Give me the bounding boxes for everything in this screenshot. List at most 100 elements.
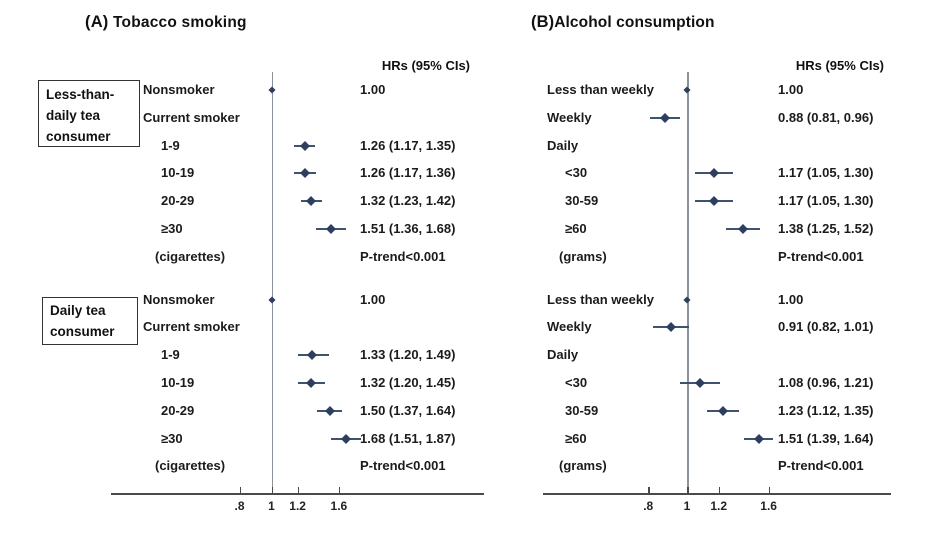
hr-value-text: 1.26 (1.17, 1.36) (360, 165, 456, 181)
group-box-line: daily tea (46, 108, 101, 123)
x-axis-tick (718, 487, 721, 494)
row-label: 10-19 (161, 375, 195, 390)
panel-a-title-text: Tobacco smoking (113, 14, 247, 31)
hr-value-text: 0.88 (0.81, 0.96) (778, 109, 874, 125)
point-estimate-marker (299, 168, 310, 179)
hr-value-text: 1.00 (360, 291, 386, 307)
x-axis-tick (338, 487, 341, 494)
point-estimate-marker (324, 405, 335, 416)
group-box-line: consumer (46, 129, 111, 144)
panel-b-title-text: Alcohol consumption (554, 14, 715, 31)
row-label: (grams) (559, 248, 607, 264)
hr-value-text: 1.33 (1.20, 1.49) (360, 347, 456, 363)
panel-b-hr-column-header: HRs (95% CIs) (795, 58, 884, 73)
row-label: Daily (547, 137, 579, 153)
x-axis-tick (297, 487, 300, 494)
row-label: 20-29 (161, 193, 195, 209)
hr-value-text: 1.26 (1.17, 1.35) (360, 137, 456, 153)
point-estimate-marker (267, 296, 276, 304)
panel-b-label: (B) (531, 13, 555, 31)
row-label: Less than weekly (547, 291, 654, 307)
x-axis-tick (768, 487, 771, 494)
hr-value-text: 1.32 (1.20, 1.45) (360, 375, 456, 390)
point-estimate-marker (267, 86, 276, 94)
point-estimate-marker (306, 378, 317, 388)
x-axis-tick-label: 1.6 (330, 499, 348, 513)
hr-value-text: 1.08 (0.96, 1.21) (778, 375, 874, 390)
group-box-line: Less-than- (46, 87, 115, 102)
hr-value-text: 1.23 (1.12, 1.35) (778, 402, 874, 418)
group-box-daily-tea: Daily tea consumer (42, 297, 138, 345)
row-label: <30 (565, 165, 588, 181)
point-estimate-marker (683, 296, 691, 304)
hr-value-text: 1.17 (1.05, 1.30) (778, 193, 874, 209)
point-estimate-marker (753, 433, 764, 444)
hr-value-text: P-trend<0.001 (778, 248, 864, 264)
point-estimate-marker (340, 433, 351, 444)
row-label: 20-29 (161, 402, 195, 418)
point-estimate-marker (659, 112, 670, 123)
x-axis-tick-label: .8 (234, 499, 245, 513)
hr-value-text: 1.00 (778, 82, 804, 97)
reference-line-hr-1 (687, 72, 689, 493)
row-label: Weekly (547, 109, 592, 125)
x-axis-tick (239, 487, 242, 494)
x-axis-tick-label: 1 (268, 499, 275, 513)
row-label: ≥60 (565, 221, 587, 236)
point-estimate-marker (325, 224, 336, 234)
x-axis-tick-label: .8 (643, 499, 654, 513)
panel-a-title: (A) Tobacco smoking (85, 13, 247, 32)
point-estimate-marker (695, 378, 706, 388)
reference-line-hr-1 (271, 72, 273, 493)
row-label: 10-19 (161, 165, 195, 181)
x-axis-tick-label: 1.2 (710, 499, 728, 513)
x-axis-tick-label: 1.6 (760, 499, 777, 513)
row-label: 30-59 (565, 402, 599, 418)
group-box-line: consumer (50, 324, 115, 339)
x-axis-line (111, 493, 484, 495)
row-label: ≥30 (161, 430, 183, 446)
group-box-less-than-daily-tea: Less-than- daily tea consumer (38, 80, 140, 147)
row-label: 1-9 (161, 137, 180, 153)
row-label: Current smoker (143, 319, 240, 335)
panel-b-title: (B)Alcohol consumption (531, 13, 715, 32)
hr-value-text: 1.68 (1.51, 1.87) (360, 430, 456, 446)
hr-value-text: 0.91 (0.82, 1.01) (778, 319, 874, 335)
hr-value-text: 1.38 (1.25, 1.52) (778, 221, 874, 236)
point-estimate-marker (709, 168, 720, 179)
row-label: (cigarettes) (155, 458, 226, 474)
panel-a-hr-column-header: HRs (95% CIs) (381, 58, 470, 73)
hr-value-text: P-trend<0.001 (360, 458, 446, 474)
hr-value-text: 1.17 (1.05, 1.30) (778, 165, 874, 181)
point-estimate-marker (709, 196, 720, 207)
point-estimate-marker (299, 140, 310, 151)
row-label: <30 (565, 375, 588, 390)
x-axis-tick (687, 487, 689, 494)
row-label: ≥30 (161, 221, 183, 236)
row-label: Weekly (547, 319, 592, 335)
panel-a-label: (A) (85, 13, 109, 31)
hr-value-text: 1.00 (360, 82, 386, 97)
hr-value-text: 1.51 (1.36, 1.68) (360, 221, 456, 236)
point-estimate-marker (307, 350, 318, 361)
point-estimate-marker (306, 196, 317, 207)
hr-value-text: P-trend<0.001 (778, 458, 864, 474)
row-label: (grams) (559, 458, 607, 474)
hr-value-text: P-trend<0.001 (360, 248, 446, 264)
row-label: Nonsmoker (143, 82, 215, 97)
point-estimate-marker (683, 86, 691, 94)
row-label: Current smoker (143, 109, 240, 125)
row-label: ≥60 (565, 430, 587, 446)
hr-value-text: 1.50 (1.37, 1.64) (360, 402, 456, 418)
x-axis-tick-label: 1 (683, 499, 691, 513)
point-estimate-marker (737, 224, 748, 234)
row-label: 1-9 (161, 347, 180, 363)
hr-value-text: 1.32 (1.23, 1.42) (360, 193, 456, 209)
x-axis-tick (271, 487, 273, 494)
hr-value-text: 1.51 (1.39, 1.64) (778, 430, 874, 446)
point-estimate-marker (718, 405, 728, 416)
row-label: 30-59 (565, 193, 599, 209)
row-label: Less than weekly (547, 82, 654, 97)
